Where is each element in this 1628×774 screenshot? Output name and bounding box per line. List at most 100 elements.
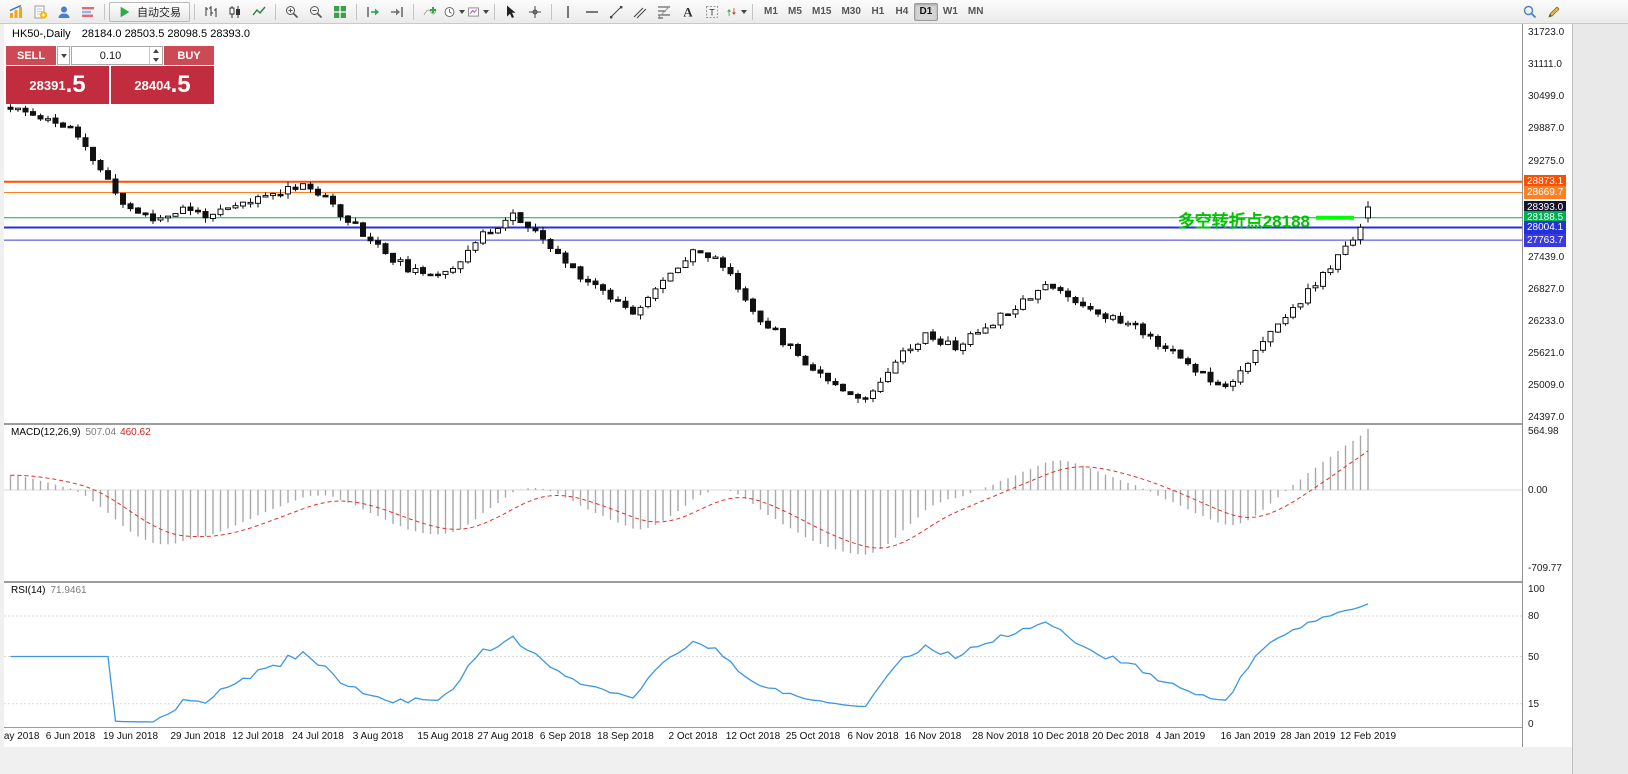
candle-body	[870, 390, 876, 399]
panel-separator[interactable]	[4, 423, 1572, 425]
market-watch-button[interactable]	[76, 2, 100, 22]
time-axis-label: 24 Jul 2018	[292, 731, 344, 742]
trendline-button[interactable]	[604, 2, 628, 22]
rsi-line	[10, 603, 1369, 723]
zoom-out-button[interactable]	[304, 2, 328, 22]
zoom-in-button[interactable]	[280, 2, 304, 22]
candle-body	[405, 259, 411, 273]
right-gutter	[1572, 24, 1628, 774]
profile-icon	[58, 6, 70, 18]
crosshair-button[interactable]	[523, 2, 547, 22]
rsi-indicator-canvas[interactable]: RSI(14) 71.9461	[4, 583, 1522, 727]
horizontal-line-button[interactable]	[580, 2, 604, 22]
candle-body	[75, 126, 81, 138]
candle-body	[1275, 323, 1281, 333]
timeframe-m5-button[interactable]: M5	[788, 6, 802, 17]
channel-button[interactable]	[628, 2, 652, 22]
candle-body	[285, 186, 291, 195]
pivot-line-segment[interactable]	[1316, 215, 1354, 220]
horizontal-line-icon	[586, 10, 598, 13]
templates-button[interactable]	[466, 2, 490, 22]
sell-button[interactable]: SELL	[6, 46, 56, 65]
candle-body	[1365, 206, 1371, 219]
candle-body	[330, 195, 336, 205]
candle-body	[120, 192, 126, 205]
timeframe-m1-button[interactable]: M1	[764, 6, 778, 17]
volume-decrease-button[interactable]	[153, 57, 159, 62]
timeframe-m15-button[interactable]: M15	[812, 6, 832, 17]
search-button[interactable]	[1518, 2, 1542, 22]
toolbar-separator	[356, 3, 357, 20]
autotrading-button[interactable]: 自动交易	[109, 1, 190, 22]
time-axis-label: 4 Jan 2019	[1155, 731, 1206, 742]
zoom-in-icon	[286, 5, 299, 18]
buy-price-button[interactable]: 28404.5	[111, 66, 214, 104]
chart-symbol-period: HK50-,Daily	[12, 28, 71, 40]
candle-body	[457, 261, 464, 270]
candle-body	[1065, 290, 1071, 298]
new-order-button[interactable]	[28, 2, 52, 22]
timeframe-d1-button[interactable]: D1	[913, 2, 938, 21]
trade-options-dropdown[interactable]	[57, 46, 70, 65]
timeframe-m30-button[interactable]: M30	[841, 6, 861, 17]
sell-price-button[interactable]: 28391.5	[6, 66, 109, 104]
candle-body	[382, 243, 389, 255]
candle-body	[675, 267, 681, 274]
volume-field: 0.10	[71, 46, 163, 65]
candle-body	[1117, 315, 1124, 324]
candle-body	[585, 278, 591, 283]
candle-body	[1050, 283, 1056, 289]
chart-shift-button[interactable]	[385, 2, 409, 22]
edit-button[interactable]	[1542, 2, 1566, 22]
crosshair-icon	[529, 5, 541, 18]
main-chart-canvas[interactable]: HK50-,Daily 28184.0 28503.5 28098.5 2839…	[4, 24, 1522, 423]
candle-body	[877, 381, 884, 392]
candle-body	[600, 284, 606, 291]
chevron-down-icon	[483, 9, 489, 14]
buy-button[interactable]: BUY	[164, 46, 214, 65]
periods-button[interactable]	[442, 2, 466, 22]
candle-body	[592, 280, 599, 286]
candle-body	[15, 107, 21, 111]
volume-increase-button[interactable]	[153, 49, 159, 54]
profile-button[interactable]	[52, 2, 76, 22]
timeframe-h4-button[interactable]: H4	[895, 6, 909, 17]
trendline-icon	[610, 5, 623, 18]
tile-windows-button[interactable]	[328, 2, 352, 22]
time-axis-label: 19 Jun 2018	[102, 731, 159, 742]
candlestick-chart-button[interactable]	[223, 2, 247, 22]
price-scale[interactable]: 31723.0 31111.0 30499.0 29887.0 29275.0 27439…	[1522, 24, 1572, 747]
app-button[interactable]	[4, 2, 28, 22]
fibonacci-icon	[657, 5, 671, 18]
line-chart-button[interactable]	[247, 2, 271, 22]
panel-separator[interactable]	[4, 581, 1572, 583]
candle-body	[630, 306, 636, 315]
indicators-button[interactable]	[418, 2, 442, 22]
text-button[interactable]: A	[676, 2, 700, 22]
cursor-button[interactable]	[499, 2, 523, 22]
chart-ohlc-values: 28184.0 28503.5 28098.5 28393.0	[81, 28, 250, 40]
time-axis[interactable]: 25 May 2018 6 Jun 2018 19 Jun 2018 29 Jun 2…	[4, 728, 1572, 747]
price-level-tag: 28004.1	[1524, 220, 1567, 234]
timeframe-h1-button[interactable]: H1	[871, 6, 885, 17]
timeframe-mn-button[interactable]: MN	[967, 6, 984, 17]
candle-body	[735, 272, 741, 290]
vertical-line-button[interactable]	[556, 2, 580, 22]
pivot-annotation-text[interactable]: 多空转折点28188	[1177, 212, 1310, 231]
candle-body	[885, 371, 891, 383]
candle-body	[1125, 322, 1131, 326]
candle-body	[1260, 341, 1266, 351]
fibonacci-button[interactable]	[652, 2, 676, 22]
volume-input[interactable]: 0.10	[99, 49, 122, 62]
candle-body	[1140, 323, 1146, 336]
bar-chart-button[interactable]	[199, 2, 223, 22]
candle-body	[1342, 245, 1349, 255]
auto-scroll-button[interactable]	[361, 2, 385, 22]
candle-body	[1335, 254, 1341, 270]
candle-body	[787, 343, 794, 347]
label-button[interactable]: T	[700, 2, 724, 22]
arrows-button[interactable]	[724, 2, 748, 22]
candle-body	[337, 204, 344, 218]
timeframe-w1-button[interactable]: W1	[942, 6, 958, 17]
macd-indicator-canvas[interactable]: MACD(12,26,9) 507.04 460.62	[4, 425, 1522, 581]
